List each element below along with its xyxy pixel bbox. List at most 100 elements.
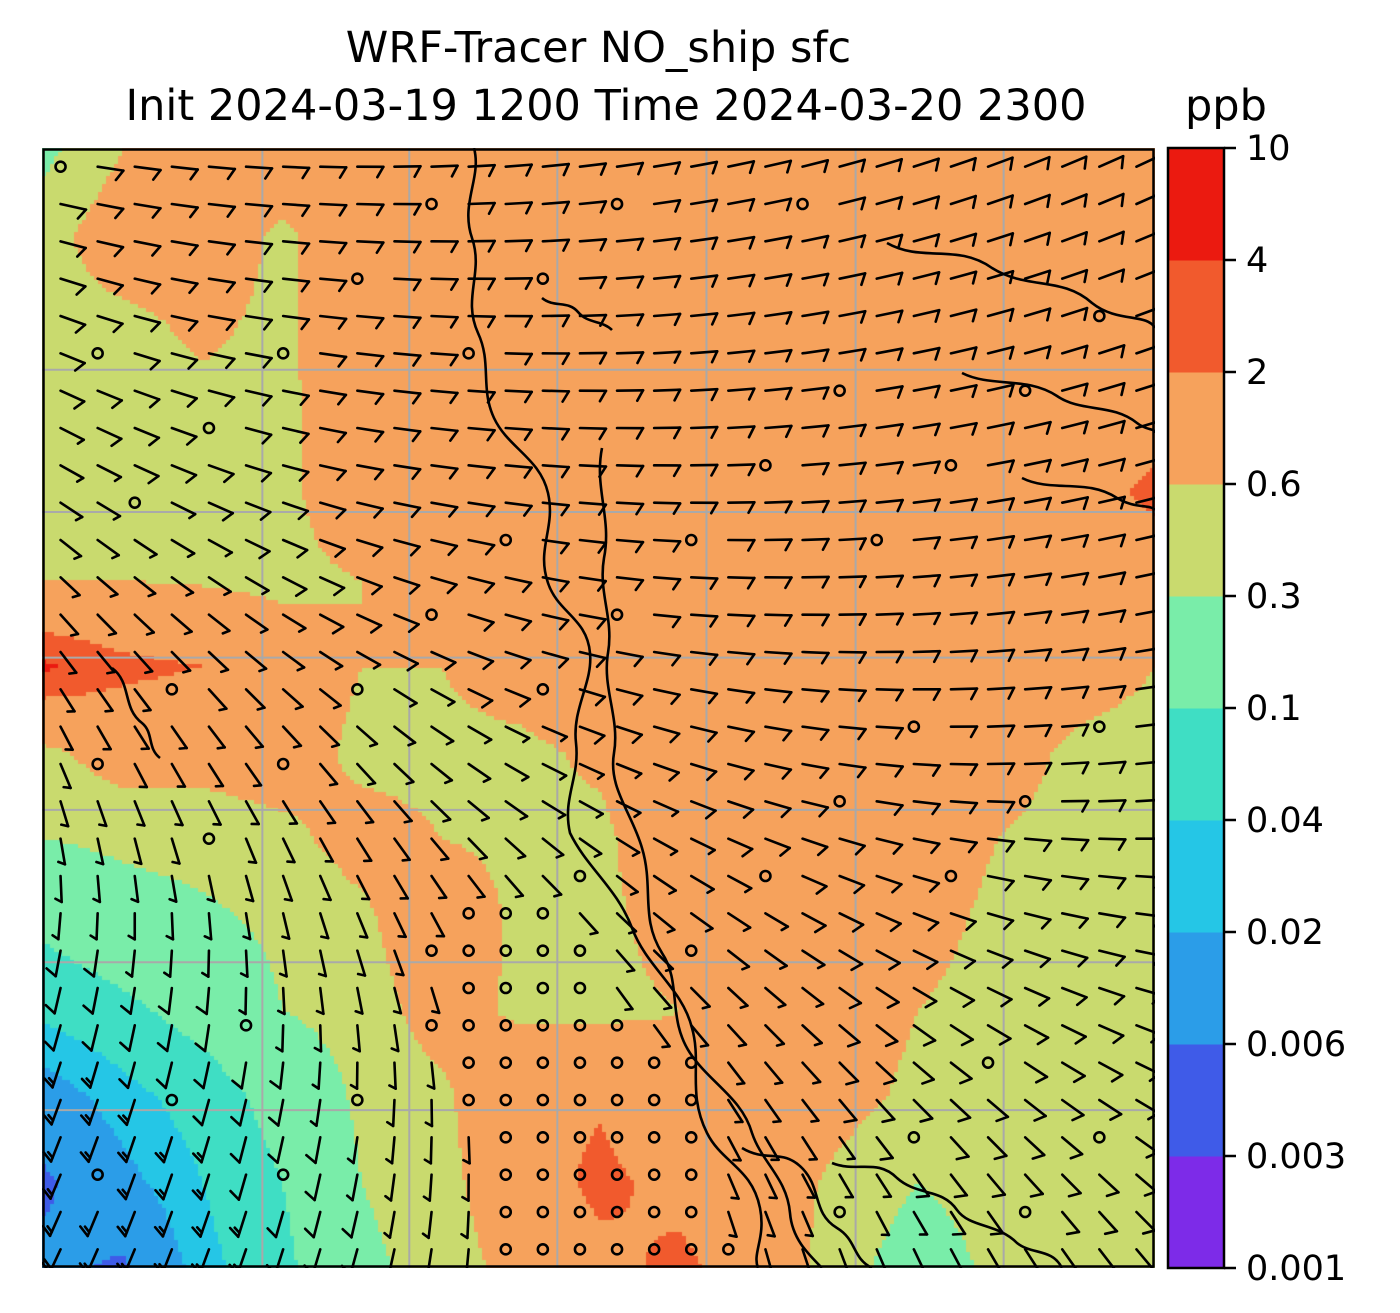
wind-barb-feather bbox=[968, 801, 979, 815]
wind-barb-shaft bbox=[949, 270, 978, 280]
wind-barb-feather bbox=[780, 807, 792, 819]
wind-barb-shaft bbox=[393, 762, 415, 784]
wind-barb-shaft bbox=[130, 949, 137, 978]
wind-barb-shaft bbox=[244, 837, 258, 864]
calm-marker bbox=[499, 981, 513, 995]
wind-barb-feather bbox=[267, 1153, 279, 1165]
wind-barb-feather bbox=[933, 574, 942, 588]
wind-barb-shaft bbox=[838, 874, 866, 887]
wind-barb-shaft bbox=[764, 613, 793, 617]
wind-barb-feather bbox=[73, 361, 86, 372]
wind-barb-shaft bbox=[727, 160, 756, 168]
wind-barb-feather bbox=[149, 359, 161, 371]
wind-barb-feather bbox=[673, 426, 682, 440]
wind-barb-shaft bbox=[1135, 345, 1155, 355]
wind-barb-shaft bbox=[912, 611, 942, 616]
calm-marker bbox=[833, 795, 846, 808]
wind-barb-feather bbox=[153, 1225, 165, 1238]
wind-barb-shaft bbox=[875, 385, 904, 392]
wind-barb-feather bbox=[784, 576, 793, 590]
wind-barb-half-feather bbox=[397, 934, 407, 939]
wind-barb-feather bbox=[748, 197, 756, 212]
wind-barb-shaft bbox=[875, 271, 904, 280]
wind-barb-shaft bbox=[393, 314, 422, 320]
wind-barb-shaft bbox=[504, 163, 533, 168]
wind-barb-shaft bbox=[1060, 1173, 1082, 1195]
wind-barb-feather bbox=[785, 311, 793, 325]
wind-barb-shaft bbox=[244, 912, 252, 941]
calm-marker bbox=[351, 683, 364, 696]
wind-barb-feather bbox=[523, 428, 533, 442]
wind-barb-feather bbox=[782, 691, 793, 704]
wind-barb-shaft bbox=[875, 195, 904, 206]
wind-barb-shaft bbox=[1060, 382, 1089, 392]
wind-barb-feather bbox=[843, 1118, 858, 1124]
wind-barb-feather bbox=[1029, 1192, 1044, 1198]
wind-barb-feather bbox=[1115, 955, 1126, 967]
wind-barb-shaft bbox=[59, 240, 87, 250]
wind-barb-half-feather bbox=[196, 1151, 205, 1160]
wind-barb-shaft bbox=[764, 500, 793, 504]
wind-barb-feather bbox=[959, 1077, 973, 1085]
wind-barb-shaft bbox=[1023, 345, 1052, 355]
calm-marker bbox=[536, 1205, 550, 1219]
wind-barb-shaft bbox=[615, 501, 645, 506]
wind-barb-shaft bbox=[875, 874, 903, 886]
wind-barb-shaft bbox=[764, 1061, 784, 1084]
wind-barb-feather bbox=[897, 195, 904, 211]
wind-barb-shaft bbox=[170, 277, 199, 285]
wind-barb-shaft bbox=[615, 351, 645, 355]
wind-barb-feather bbox=[450, 240, 459, 254]
wind-barb-feather bbox=[784, 424, 793, 439]
wind-barb-shaft bbox=[351, 1173, 359, 1202]
wind-barb-shaft bbox=[504, 389, 534, 394]
wind-barb-feather bbox=[261, 433, 273, 445]
wind-barb-shaft bbox=[393, 538, 421, 549]
wind-barb-half-feather bbox=[163, 971, 172, 978]
colorbar-tick-label: 0.6 bbox=[1246, 465, 1302, 505]
calm-marker bbox=[351, 272, 364, 285]
wind-barb-shaft bbox=[1060, 609, 1090, 616]
wind-barb-half-feather bbox=[125, 971, 134, 978]
wind-barb-feather bbox=[669, 732, 681, 744]
wind-barb-feather bbox=[74, 323, 87, 334]
wind-barb-shaft bbox=[317, 1061, 322, 1090]
wind-barb-shaft bbox=[163, 1248, 174, 1268]
wind-barb-shaft bbox=[875, 309, 904, 318]
wind-barb-half-feather bbox=[136, 823, 146, 827]
wind-barb-shaft bbox=[281, 800, 299, 825]
wind-barb-shaft bbox=[838, 196, 867, 206]
wind-barb-half-feather bbox=[254, 745, 265, 750]
wind-barb-shaft bbox=[356, 240, 385, 244]
calm-marker bbox=[870, 533, 884, 547]
wind-barb-shaft bbox=[59, 426, 86, 442]
wind-barb-half-feather bbox=[631, 851, 641, 858]
wind-barb-shaft bbox=[318, 650, 344, 668]
wind-barb-feather bbox=[859, 423, 867, 438]
wind-barb-feather bbox=[969, 763, 979, 777]
wind-barb-feather bbox=[150, 283, 162, 295]
calm-marker bbox=[610, 197, 624, 211]
calm-marker bbox=[944, 869, 958, 883]
wind-barb-feather bbox=[742, 808, 755, 819]
wind-barb-feather bbox=[672, 578, 682, 591]
wind-barb-shaft bbox=[207, 352, 236, 361]
wind-barb-shaft bbox=[875, 574, 905, 579]
calm-marker bbox=[202, 421, 216, 435]
wind-barb-feather bbox=[993, 1154, 1008, 1161]
wind-barb-shaft bbox=[281, 165, 311, 170]
wind-barb-feather bbox=[971, 421, 978, 436]
wind-barb-half-feather bbox=[46, 1225, 54, 1234]
wind-barb-feather bbox=[262, 318, 274, 331]
wind-barb-half-feather bbox=[514, 894, 525, 899]
wind-barb-feather bbox=[263, 280, 274, 293]
wind-barb-feather bbox=[79, 1151, 90, 1164]
wind-barb-feather bbox=[1046, 231, 1052, 246]
wind-barb-feather bbox=[970, 535, 979, 550]
wind-barb-shaft bbox=[838, 725, 867, 731]
wind-barb-shaft bbox=[133, 240, 162, 248]
wind-barb-shaft bbox=[1098, 1173, 1120, 1194]
wind-barb-feather bbox=[263, 242, 274, 256]
wind-barb-feather bbox=[1039, 957, 1052, 969]
wind-barb-shaft bbox=[578, 162, 608, 168]
